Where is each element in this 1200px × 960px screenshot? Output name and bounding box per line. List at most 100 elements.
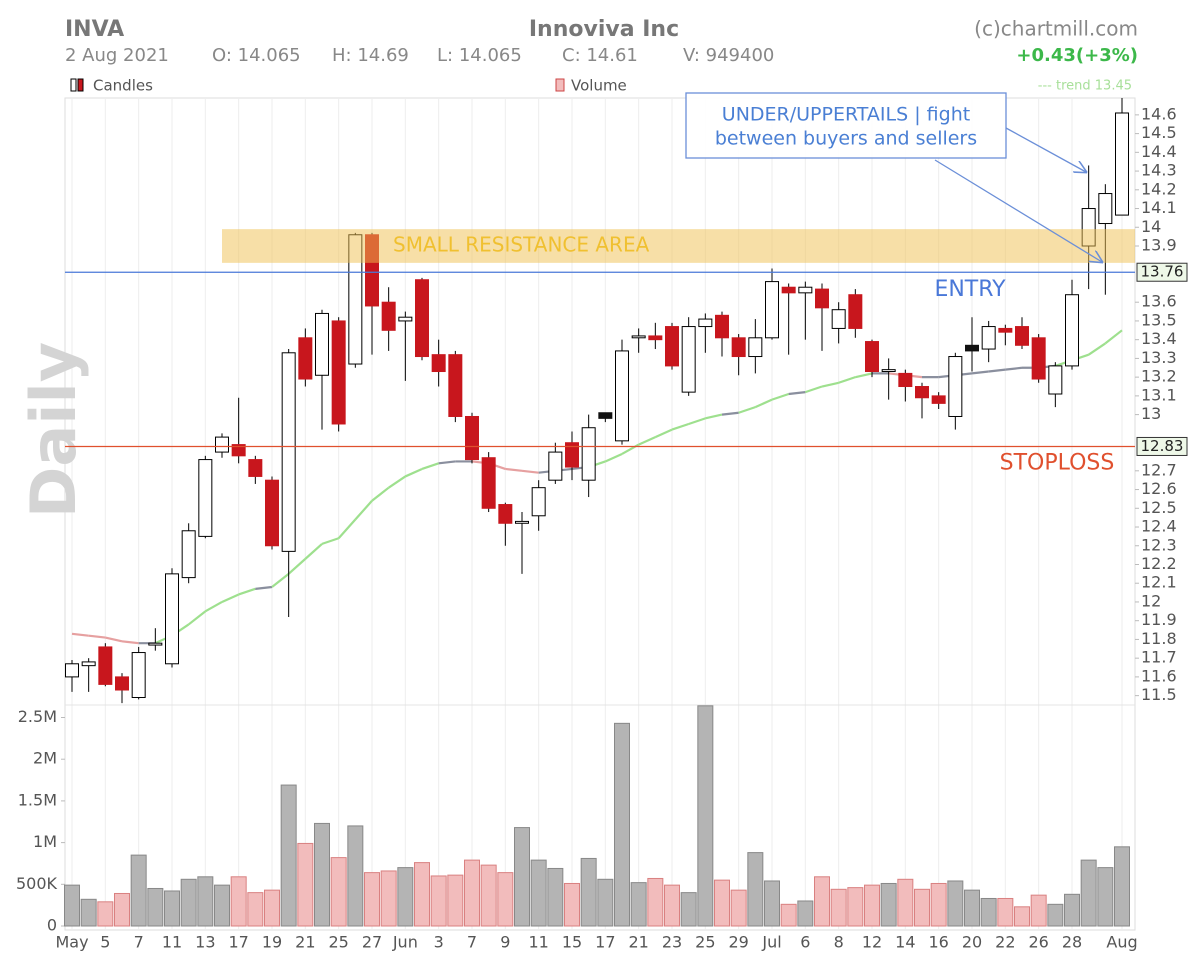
volume-bar xyxy=(680,892,697,927)
volume-tick-label: 2.5M xyxy=(18,707,57,726)
volume-bar xyxy=(414,862,430,927)
volume-bar xyxy=(864,884,880,927)
y-tick-label: 12.1 xyxy=(1141,573,1177,592)
volume-bar xyxy=(397,867,414,927)
annotation-arrow xyxy=(934,159,1102,262)
trend-line xyxy=(271,572,290,588)
trend-line xyxy=(421,462,440,470)
y-tick-label: 11.9 xyxy=(1141,610,1177,629)
volume-bar xyxy=(780,903,797,927)
y-tick-label: 13 xyxy=(1141,404,1161,423)
quote-open: O: 14.065 xyxy=(212,45,301,66)
y-tick-label: 12.2 xyxy=(1141,554,1177,573)
trend-line xyxy=(287,558,307,575)
x-tick-label: 27 xyxy=(362,933,382,952)
trend-line xyxy=(221,593,240,603)
annotation-text: between buyers and sellers xyxy=(715,128,977,150)
trend-line xyxy=(771,392,790,401)
volume-bar xyxy=(964,889,980,927)
x-tick-label: 5 xyxy=(100,933,110,952)
candle-body xyxy=(315,312,329,376)
volume-bar xyxy=(697,705,714,927)
candle-body xyxy=(598,412,613,419)
trend-line xyxy=(838,376,856,384)
candle-body xyxy=(248,459,263,477)
volume-bar xyxy=(297,842,314,927)
volume-bar xyxy=(1114,846,1130,927)
volume-bar xyxy=(280,784,297,927)
trend-line xyxy=(88,634,106,639)
stoploss-value: 12.83 xyxy=(1141,437,1184,455)
candle-body xyxy=(331,320,346,425)
symbol: INVA xyxy=(65,17,124,42)
trend-line xyxy=(304,543,323,560)
trend-line xyxy=(354,500,373,521)
quote-date: 2 Aug 2021 xyxy=(65,45,169,66)
volume-bar xyxy=(1047,903,1064,927)
x-tick-label: 16 xyxy=(928,933,948,952)
y-tick-label: 13.6 xyxy=(1141,292,1177,311)
volume-tick-label: 1M xyxy=(33,832,57,851)
trend-line xyxy=(521,469,539,474)
candle-body xyxy=(548,451,563,481)
candle-body xyxy=(798,286,813,294)
y-tick-label: 11.7 xyxy=(1141,648,1177,667)
volume-bar xyxy=(380,870,397,927)
volume-bar xyxy=(314,822,330,927)
candle-body xyxy=(765,281,779,339)
volume-bar xyxy=(714,879,730,927)
entry-value-box xyxy=(1136,262,1188,282)
candle-body xyxy=(265,479,279,547)
candle-body xyxy=(498,504,513,524)
volume-bar xyxy=(197,876,214,927)
candle-body xyxy=(681,326,696,393)
y-tick-label: 12.5 xyxy=(1141,498,1177,517)
candle-body xyxy=(631,335,646,339)
volume-bar xyxy=(497,872,514,927)
candle-body xyxy=(398,316,413,322)
x-tick-label: Jun xyxy=(392,933,418,952)
candle-body xyxy=(865,341,879,373)
volume-bar xyxy=(830,888,847,927)
x-tick-label: Aug xyxy=(1106,933,1137,952)
legend-candles: Candles xyxy=(93,77,153,95)
legend-volume: Volume xyxy=(571,77,627,95)
x-tick-label: 8 xyxy=(834,933,844,952)
entry-value: 13.76 xyxy=(1141,263,1184,281)
y-tick-label: 13.1 xyxy=(1141,385,1177,404)
candle-body xyxy=(1031,337,1046,380)
candle-body xyxy=(665,326,679,367)
volume-bar xyxy=(847,887,864,927)
volume-bar xyxy=(64,884,80,927)
x-tick-label: 28 xyxy=(1062,933,1082,952)
legend-icon xyxy=(77,78,84,92)
y-tick-label: 11.5 xyxy=(1141,685,1177,704)
volume-bar xyxy=(130,854,147,927)
candle-body xyxy=(231,444,246,457)
trend-line xyxy=(321,537,340,545)
trend-line xyxy=(204,601,223,613)
volume-bar xyxy=(814,876,830,927)
y-tick-label: 13.4 xyxy=(1141,329,1177,348)
y-tick-label: 13.3 xyxy=(1141,348,1177,367)
volume-bar xyxy=(247,892,264,927)
legend-trend: --- trend 13.45 xyxy=(1038,79,1132,94)
y-tick-label: 14.3 xyxy=(1141,161,1177,180)
candle-body xyxy=(298,337,313,380)
candle-body xyxy=(281,352,296,552)
candle-body xyxy=(415,279,429,358)
y-tick-label: 12.3 xyxy=(1141,535,1177,554)
volume-bar xyxy=(764,880,780,927)
volume-bar xyxy=(264,889,280,927)
legend-icon xyxy=(70,78,77,92)
candle-body xyxy=(131,652,146,699)
x-tick-label: 7 xyxy=(467,933,477,952)
candle-body xyxy=(181,530,196,579)
volume-bar xyxy=(230,876,247,927)
trend-line xyxy=(705,413,723,420)
candle-body xyxy=(465,415,479,461)
volume-bar xyxy=(1080,859,1097,927)
candle-body xyxy=(148,642,163,646)
candle-body xyxy=(431,354,446,373)
x-tick-label: 6 xyxy=(800,933,810,952)
